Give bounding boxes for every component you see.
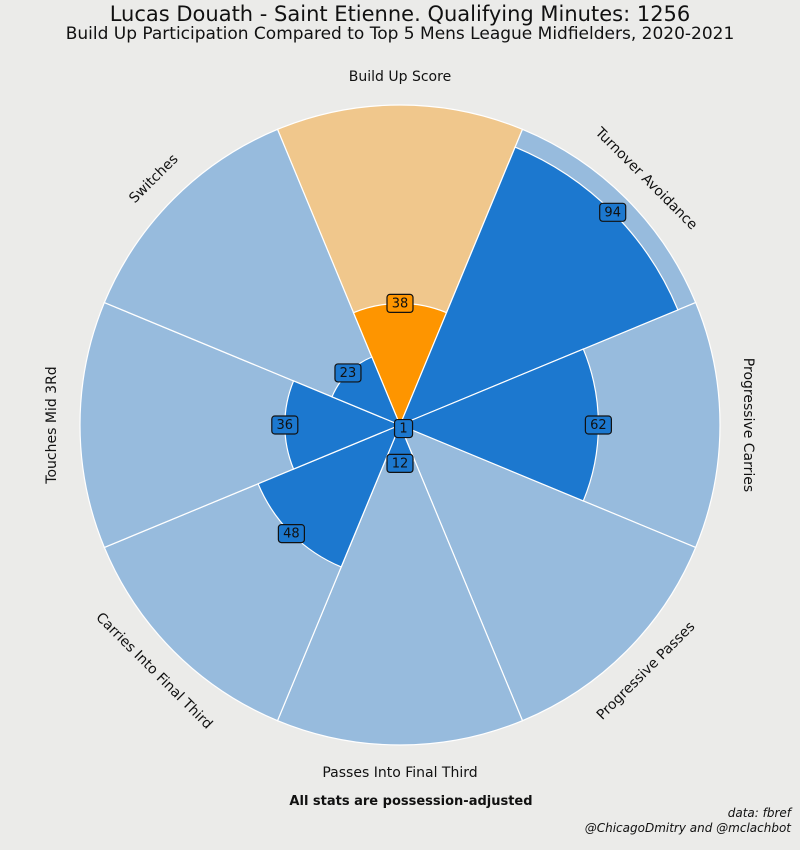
slice-background-touches-mid-3rd [79, 301, 402, 549]
value-label-text: 48 [283, 527, 300, 542]
chart-subtitle: Build Up Participation Compared to Top 5… [65, 24, 735, 44]
value-label-text: 1 [399, 422, 407, 437]
author-credit: @ChicagoDmitry and @mclachbot [584, 821, 791, 835]
slice-background-switches [103, 128, 402, 427]
category-label-passes-into-final-third: Passes Into Final Third [322, 765, 477, 781]
value-label-text: 62 [590, 418, 607, 433]
value-label-box [271, 415, 299, 435]
value-label-box [584, 415, 613, 435]
value-label-box [599, 202, 627, 222]
value-label-box [393, 418, 414, 439]
value-label-box [386, 293, 414, 313]
value-label-box [277, 524, 305, 544]
value-label-box [386, 453, 414, 473]
chart-title: Lucas Douath - Saint Etienne. Qualifying… [109, 2, 691, 26]
value-label-carries-into-final-third: 48 [277, 524, 305, 544]
possession-note: All stats are possession-adjusted [289, 794, 533, 809]
value-label-touches-mid-3rd: 36 [271, 415, 299, 435]
slice-background-build-up-score [276, 104, 524, 427]
slice-background-progressive-passes [398, 423, 697, 722]
value-label-passes-into-final-third: 12 [386, 453, 414, 473]
value-label-text: 23 [340, 366, 357, 381]
category-label-touches-mid-3rd: Touches Mid 3Rd [44, 366, 60, 484]
value-label-progressive-passes: 1 [393, 418, 414, 439]
value-label-text: 94 [604, 205, 621, 220]
category-label-build-up-score: Build Up Score [349, 69, 451, 85]
category-label-progressive-carries: Progressive Carries [740, 358, 756, 492]
value-label-progressive-carries: 62 [584, 415, 613, 435]
value-label-switches: 23 [334, 363, 362, 383]
value-label-box [334, 363, 362, 383]
value-label-build-up-score: 38 [386, 293, 414, 313]
value-label-text: 12 [392, 456, 409, 471]
data-source: data: fbref [727, 806, 791, 820]
value-label-turnover-avoidance: 94 [599, 202, 627, 222]
value-label-text: 38 [392, 296, 409, 311]
category-label-switches: Switches [126, 151, 181, 206]
value-label-text: 36 [277, 418, 294, 433]
slice-background-passes-into-final-third [276, 423, 524, 746]
